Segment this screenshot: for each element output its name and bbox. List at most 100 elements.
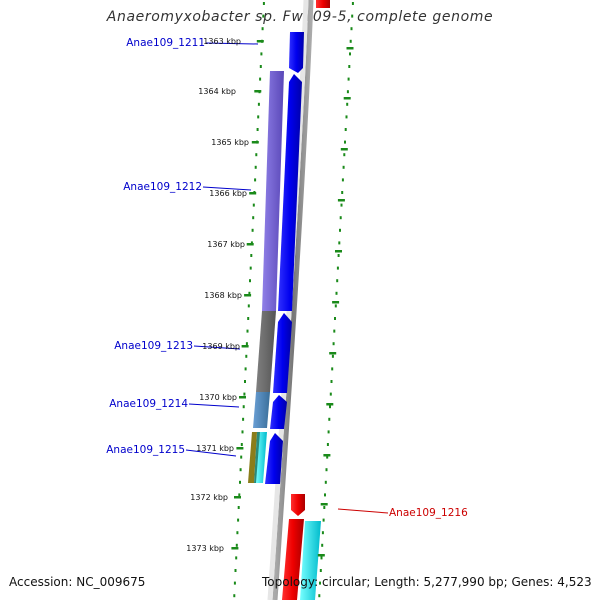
tick-dot <box>320 556 323 560</box>
tick-dot <box>234 569 237 572</box>
gene-leader-line <box>337 508 389 514</box>
scale-tick-label: 1371 kbp <box>196 444 234 453</box>
tick-dot <box>250 254 253 257</box>
tick-dot <box>244 380 246 383</box>
tick-dot <box>239 468 242 472</box>
tick-dot <box>242 417 245 421</box>
scale-tick-label: 1372 kbp <box>190 493 228 502</box>
tick-dot <box>340 203 343 207</box>
tick-dot <box>339 216 342 220</box>
gene-label[interactable]: Anae109_1215 <box>106 444 185 456</box>
tick-dot <box>335 291 338 295</box>
cog-bar-1214 <box>253 392 270 428</box>
tick-dot <box>245 354 248 358</box>
gene-label[interactable]: Anae109_1212 <box>123 181 202 193</box>
cds-arrow-1211 <box>289 32 304 73</box>
tick-dot <box>251 228 254 232</box>
outer-major-tick <box>337 199 345 202</box>
genome-backbone <box>272 0 314 600</box>
tick-dot <box>336 279 339 283</box>
tick-dot <box>328 417 331 421</box>
scale-tick-label: 1367 kbp <box>207 240 245 249</box>
scale-major-tick <box>234 496 241 499</box>
tick-dot <box>351 14 354 18</box>
scale-tick-label: 1368 kbp <box>204 291 242 300</box>
tick-dot <box>246 329 249 333</box>
tick-dot <box>252 203 255 207</box>
tick-dot <box>325 468 328 472</box>
tick-dot <box>339 228 341 232</box>
cog-bar-1215c <box>256 432 267 483</box>
gene-label-layer: Anae109_1211 Anae109_1212 Anae109_1213 Anae… <box>106 37 468 519</box>
scale-tick-label: 1365 kbp <box>211 138 249 147</box>
tick-dot <box>262 2 265 5</box>
cog-bar-1212 <box>262 71 284 311</box>
tick-dot <box>345 115 348 119</box>
tick-dot <box>321 531 324 535</box>
tick-dot <box>351 2 354 5</box>
tick-dot <box>247 304 250 308</box>
outer-major-tick <box>323 454 331 457</box>
scale-tick-label: 1370 kbp <box>199 393 237 402</box>
tick-dot <box>326 443 329 446</box>
scale-major-tick <box>244 294 252 297</box>
tick-dot <box>334 304 337 308</box>
tick-dot <box>341 178 344 182</box>
scale-tick-label: 1373 kbp <box>186 544 224 553</box>
tick-dot <box>233 581 236 585</box>
tick-dot <box>242 405 245 409</box>
outer-major-tick <box>335 250 342 253</box>
tick-dot <box>245 342 248 346</box>
tick-dot <box>324 493 326 497</box>
tick-dot <box>319 569 322 572</box>
tick-dot <box>344 128 347 131</box>
outer-major-tick <box>332 301 340 304</box>
tick-dot <box>329 405 331 409</box>
tick-dot <box>333 329 336 333</box>
outer-tick-track <box>318 2 354 598</box>
outer-major-tick <box>343 97 351 100</box>
gene-label[interactable]: Anae109_1216 <box>389 507 468 519</box>
tick-dot <box>240 455 243 459</box>
cog-bar-lower-cyan <box>300 521 321 600</box>
outer-major-tick <box>329 352 337 355</box>
cds-arrow-1212 <box>278 74 302 311</box>
gene-label[interactable]: Anae109_1214 <box>109 398 188 410</box>
gene-label[interactable]: Anae109_1211 <box>126 37 205 49</box>
outer-major-tick <box>317 554 325 557</box>
tick-dot <box>241 430 244 434</box>
tick-dot <box>261 27 264 31</box>
scale-major-tick <box>254 90 262 93</box>
tick-dot <box>256 128 259 131</box>
tick-dot <box>350 27 353 31</box>
gene-leader-line <box>188 403 240 408</box>
tick-dot <box>259 65 262 68</box>
tick-dot <box>329 392 332 396</box>
tick-dot <box>342 165 345 169</box>
tick-dot <box>331 354 334 358</box>
tick-dot <box>338 241 341 245</box>
tick-dot <box>249 266 252 270</box>
gene-leader-line <box>202 186 252 191</box>
gene-label[interactable]: Anae109_1213 <box>114 340 193 352</box>
cds-arrow-1216 <box>291 494 305 516</box>
tick-dot <box>237 506 240 509</box>
tick-dot <box>334 317 336 320</box>
tick-dot <box>336 266 339 270</box>
tick-dot <box>255 153 258 157</box>
tick-dot <box>235 543 238 547</box>
tick-dot <box>257 115 260 119</box>
tick-dot <box>235 556 238 560</box>
cog-bar-1213 <box>256 311 276 392</box>
tick-dot <box>341 191 344 194</box>
tick-dot <box>257 102 260 106</box>
tick-dot <box>250 241 253 245</box>
inner-tick-track <box>233 2 265 598</box>
outer-major-tick <box>326 403 334 406</box>
gene-leader-line <box>185 449 237 457</box>
tick-dot <box>259 77 262 81</box>
accession-text: Accession: NC_009675 <box>9 575 146 589</box>
tick-dot <box>318 594 321 598</box>
gene-leader-line <box>193 345 241 350</box>
